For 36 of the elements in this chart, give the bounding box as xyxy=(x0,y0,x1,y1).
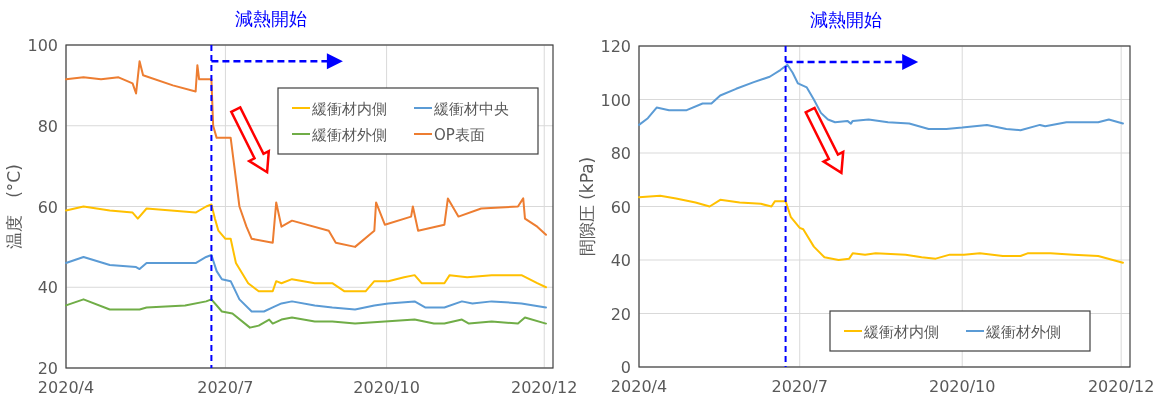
y-tick-label: 40 xyxy=(37,278,58,298)
line-series xyxy=(65,298,547,329)
y-tick-label: 40 xyxy=(610,251,631,270)
line-series xyxy=(65,253,547,313)
y-tick-label: 80 xyxy=(37,116,58,136)
x-tick-label: 2020/12 xyxy=(511,378,578,397)
x-tick-label: 2020/4 xyxy=(610,377,668,396)
y-tick-label: 80 xyxy=(610,144,631,163)
y-axis-title: 間隙圧 (kPa) xyxy=(577,156,597,257)
y-tick-label: 100 xyxy=(27,36,58,55)
x-tick-label: 2020/10 xyxy=(353,378,420,397)
legend-label: 緩衝材内側 xyxy=(311,100,387,118)
y-tick-label: 120 xyxy=(600,37,631,56)
line-series xyxy=(65,203,547,293)
x-tick-label: 2020/12 xyxy=(1087,377,1154,396)
legend-label: 緩衝材中央 xyxy=(433,100,509,118)
y-tick-label: 60 xyxy=(37,197,58,217)
y-tick-label: 20 xyxy=(37,359,58,378)
legend-label: 緩衝材内側 xyxy=(863,323,939,341)
ref-line-label: 減熱開始 xyxy=(809,9,882,30)
line-series xyxy=(65,60,547,248)
x-tick-label: 2020/4 xyxy=(37,378,95,397)
ref-line-label: 減熱開始 xyxy=(235,8,308,29)
y-tick-label: 60 xyxy=(610,197,631,217)
line-series xyxy=(638,194,1124,264)
legend-label: 緩衝材外側 xyxy=(311,126,387,144)
line-series xyxy=(638,63,1124,132)
legend-label: OP表面 xyxy=(434,126,485,144)
y-axis-title: 温度 (°C) xyxy=(4,164,24,249)
legend-label: 緩衝材外側 xyxy=(985,323,1061,341)
x-tick-label: 2020/7 xyxy=(197,378,254,397)
y-tick-label: 20 xyxy=(610,304,631,324)
y-tick-label: 100 xyxy=(600,90,631,110)
x-tick-label: 2020/7 xyxy=(771,377,828,396)
y-tick-label: 0 xyxy=(620,358,631,377)
x-tick-label: 2020/10 xyxy=(928,377,996,396)
